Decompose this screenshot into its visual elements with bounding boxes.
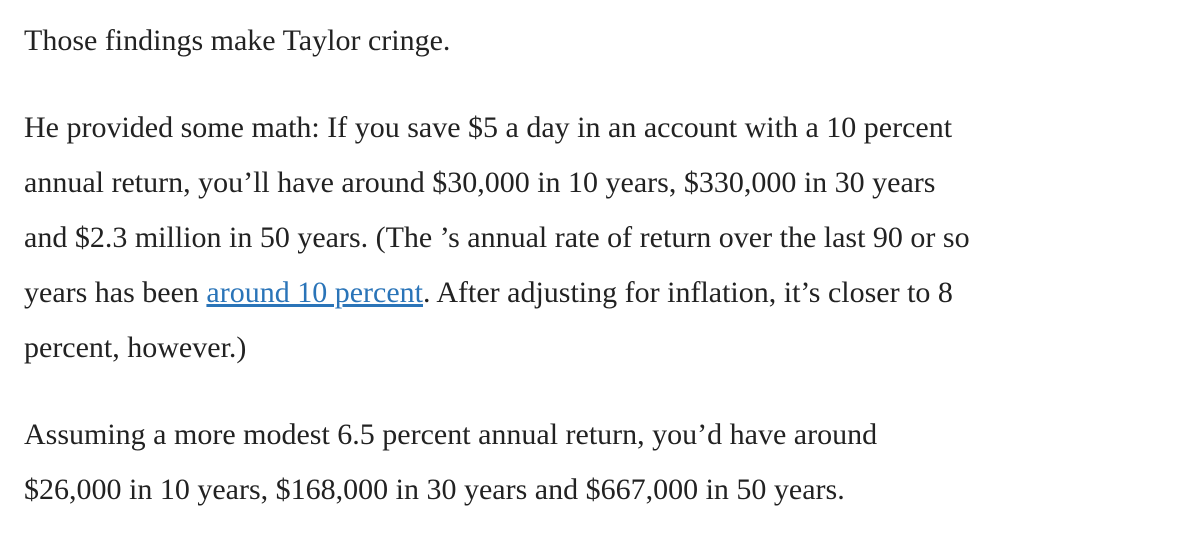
- link[interactable]: around 10 percent: [206, 276, 423, 309]
- text-line: Those findings make Taylor cringe.: [24, 24, 451, 57]
- text-line: years has been around 10 percent. After …: [24, 265, 953, 320]
- text-line: He provided some math: If you save $5 a …: [24, 111, 953, 144]
- text-line: Assuming a more modest 6.5 percent annua…: [24, 418, 878, 451]
- text-line: and $2.3 million in 50 years. (The ’s an…: [24, 221, 970, 254]
- text-line: $26,000 in 10 years, $168,000 in 30 year…: [24, 473, 845, 506]
- text: years has been: [24, 276, 207, 309]
- text-line: percent, however.): [24, 331, 247, 364]
- text: . After adjusting for inflation, it’s cl…: [423, 276, 953, 309]
- text-line: annual return, you’ll have around $30,00…: [24, 166, 936, 199]
